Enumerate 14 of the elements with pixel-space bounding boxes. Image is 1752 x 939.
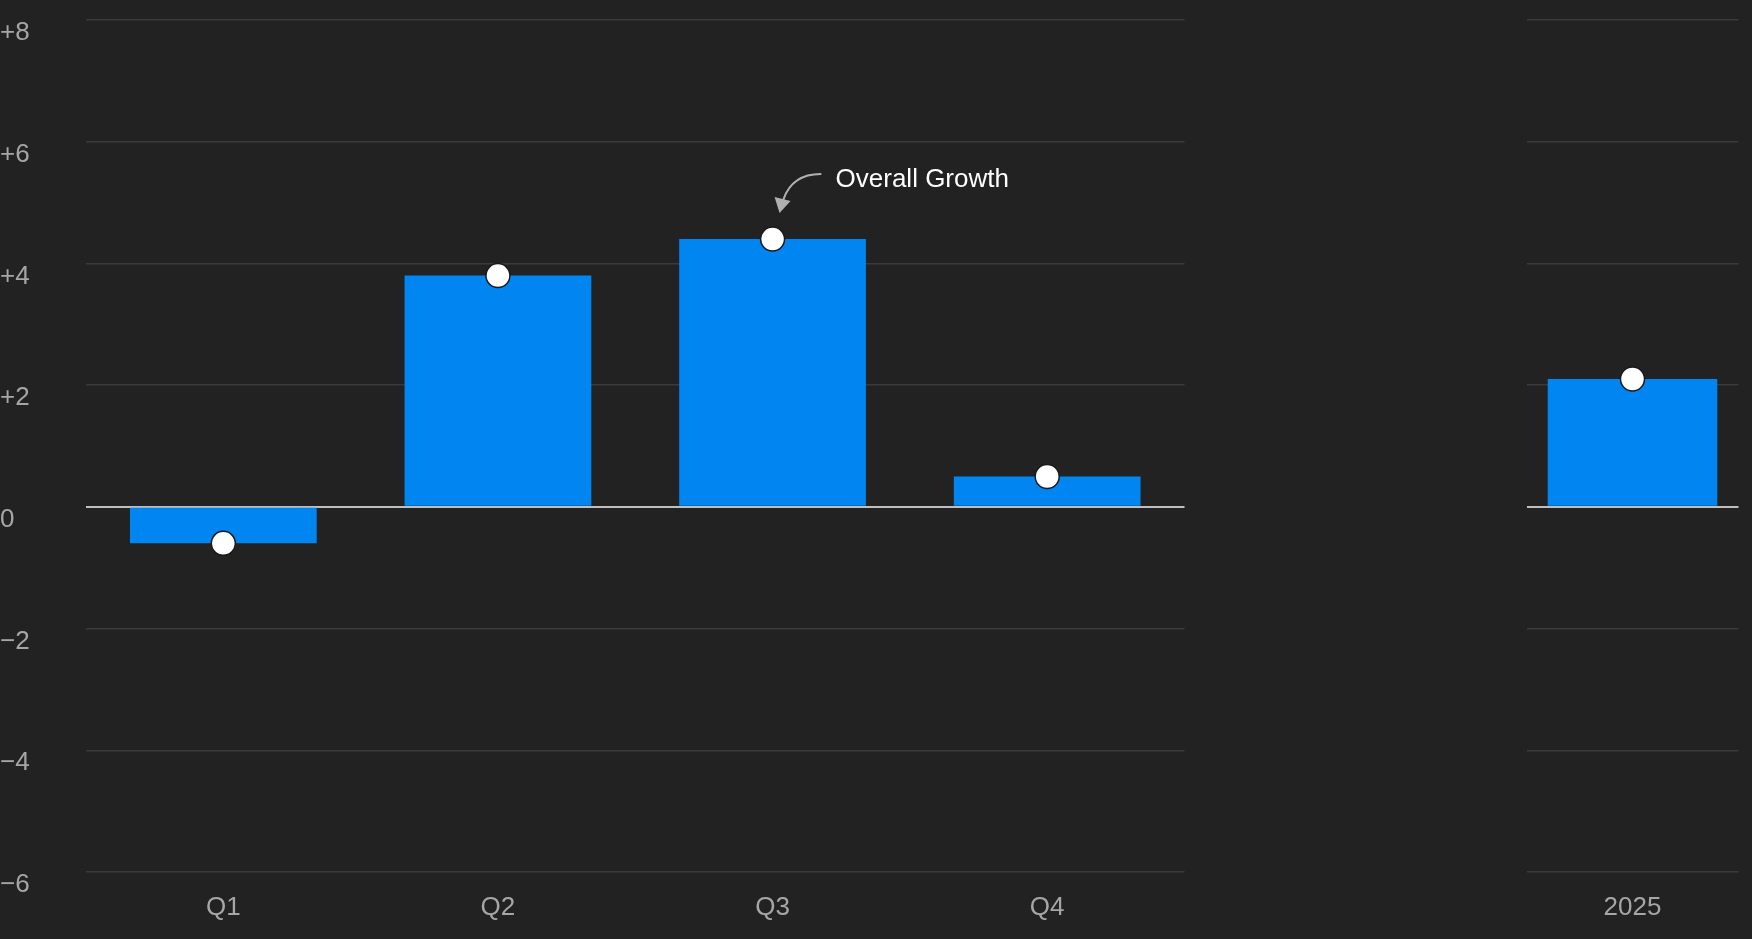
y-tick-label: +6 — [0, 137, 30, 168]
y-tick-label: +2 — [0, 381, 30, 412]
y-tick-label: −2 — [0, 624, 30, 655]
y-tick-label: −4 — [0, 746, 30, 777]
x-tick-label: Q4 — [1029, 890, 1065, 921]
x-tick-label: 2025 — [1603, 890, 1662, 921]
x-tick-label: Q2 — [480, 890, 516, 921]
y-tick-label: −6 — [0, 868, 30, 899]
annotation: Overall Growth — [835, 163, 1009, 194]
y-tick-label: +8 — [0, 16, 30, 47]
y-tick-label: 0 — [0, 503, 15, 534]
x-tick-label: Q1 — [205, 890, 241, 921]
x-tick-label: Q3 — [755, 890, 790, 921]
y-tick-label: +4 — [0, 259, 30, 290]
